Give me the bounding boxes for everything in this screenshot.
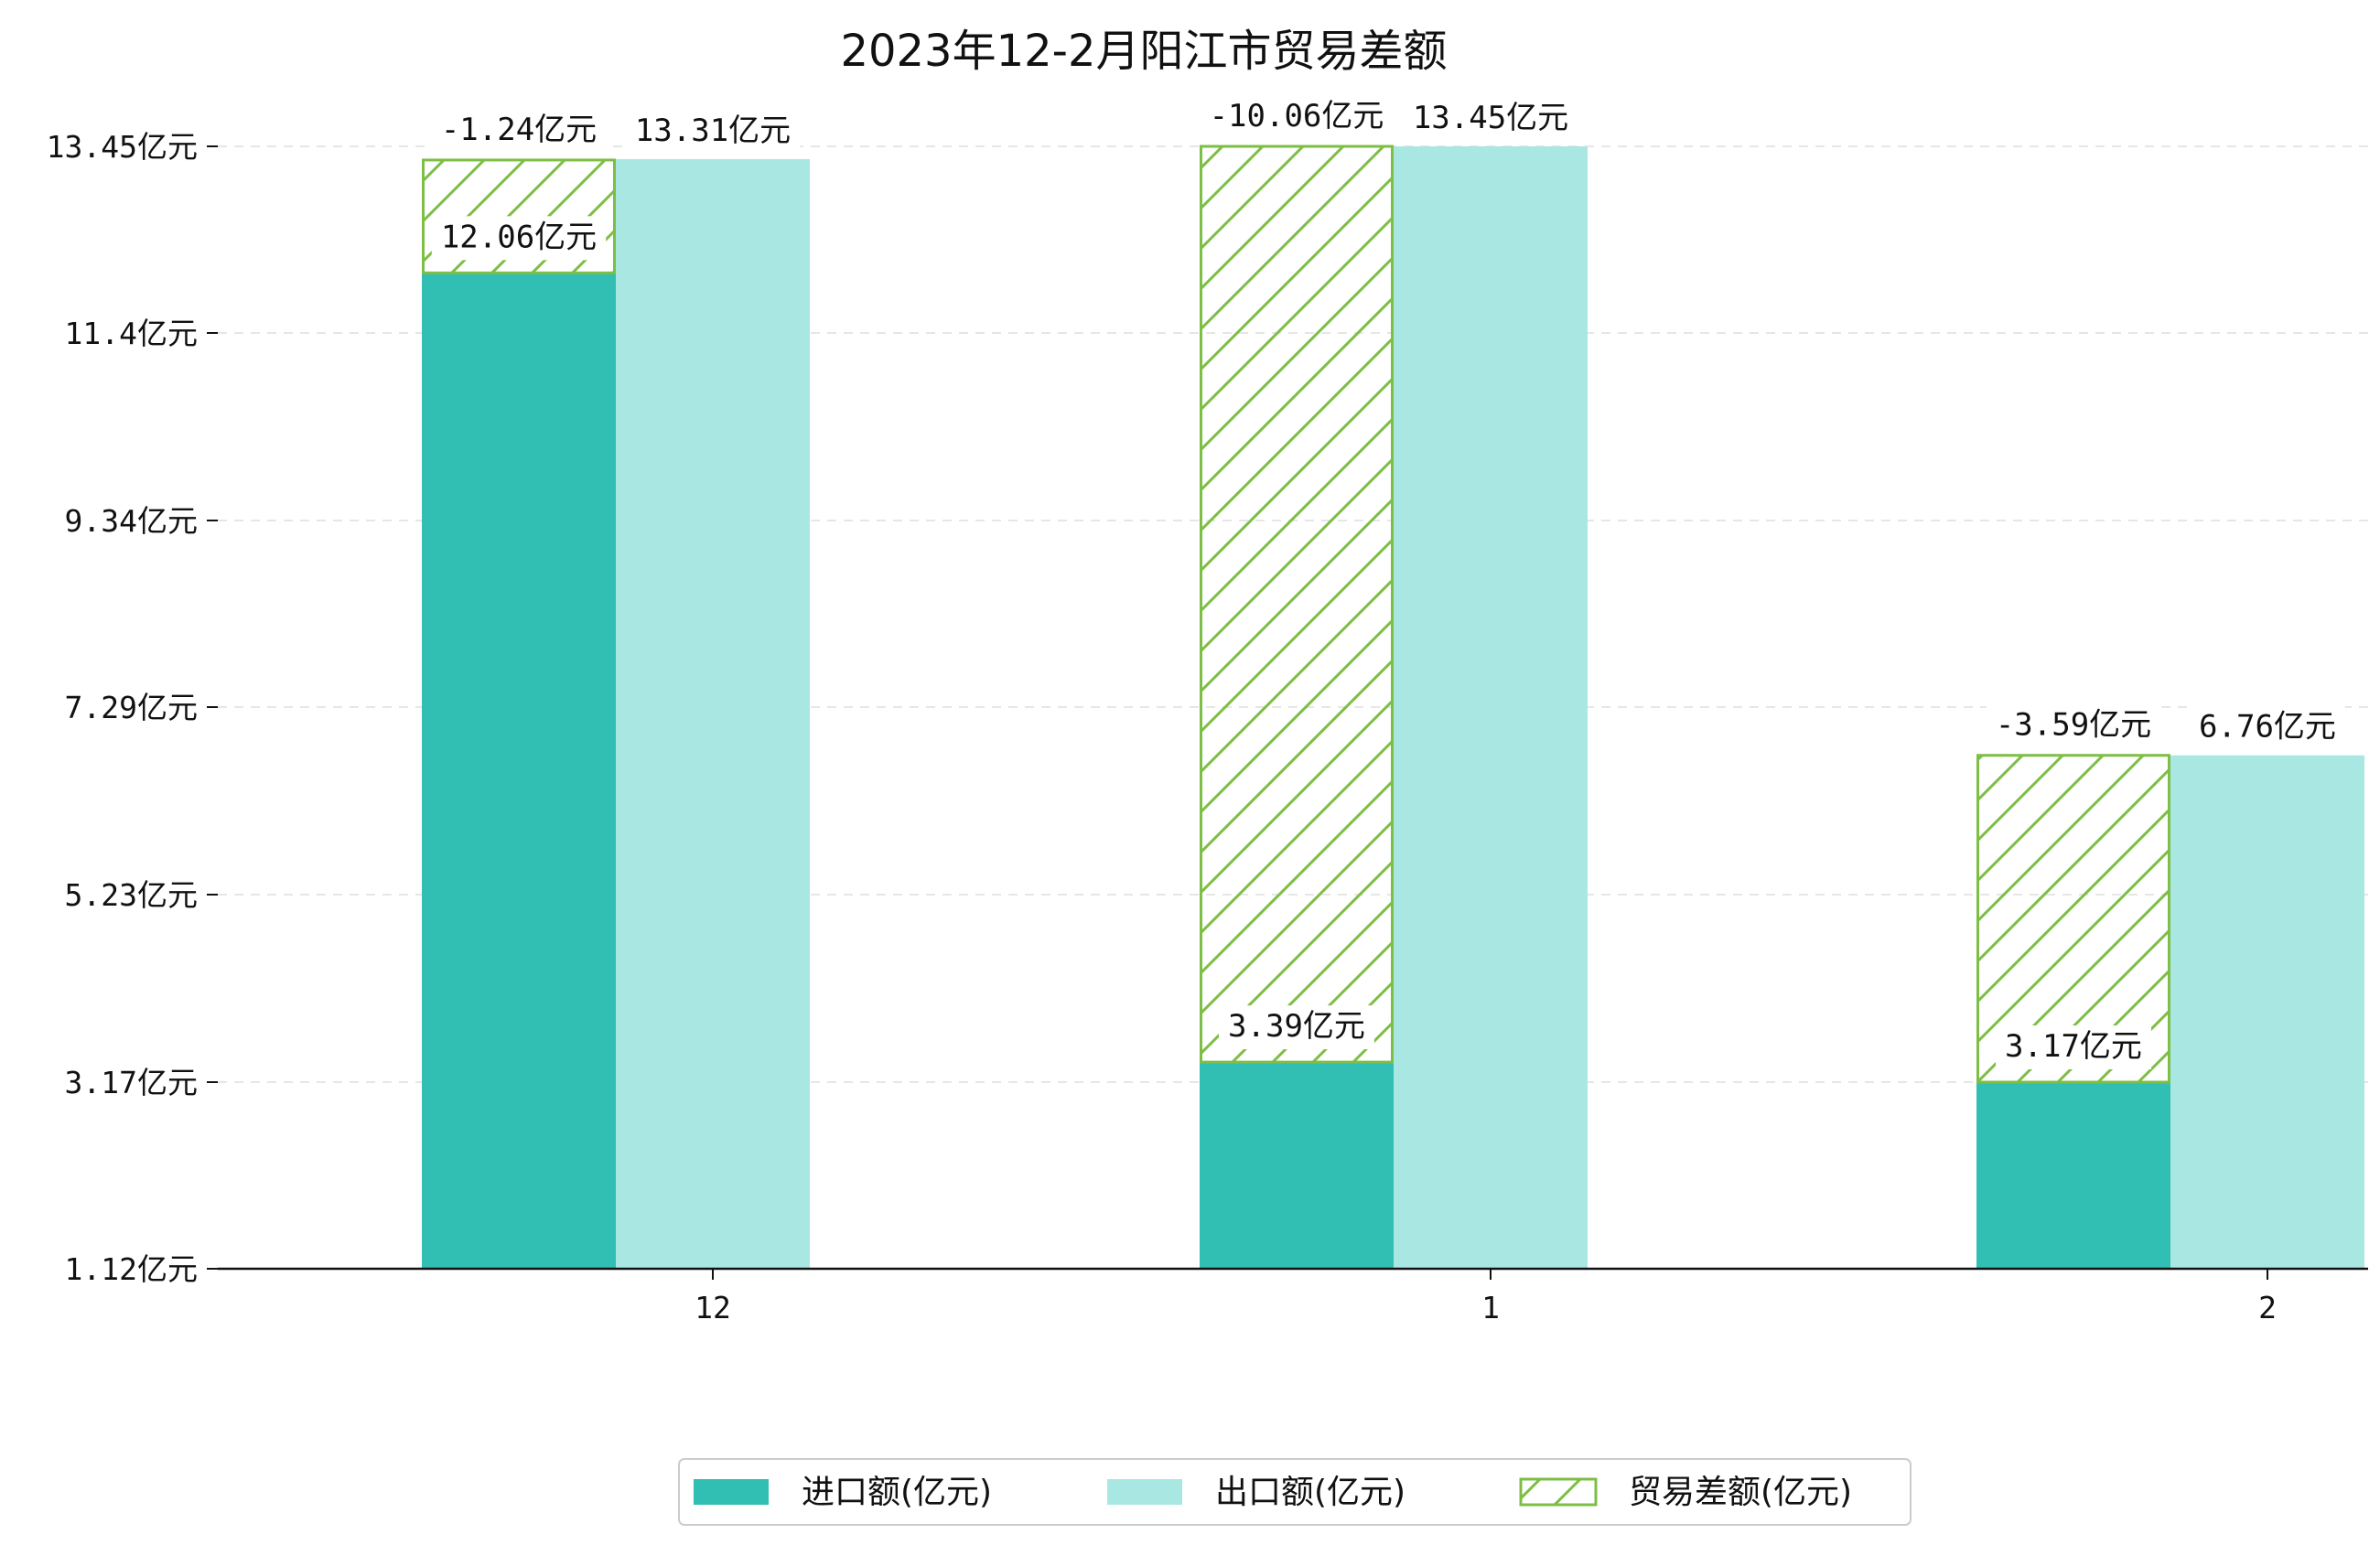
import-data-label: 3.17亿元 <box>2005 1028 2142 1065</box>
x-tick-label: 12 <box>695 1290 731 1325</box>
x-tick-label: 2 <box>2258 1290 2277 1325</box>
export-bar <box>1394 146 1588 1269</box>
bars <box>422 145 2364 1269</box>
balance-data-label: -3.59亿元 <box>1996 707 2151 744</box>
chart-title: 2023年12-2月阳江市贸易差额 <box>840 26 1447 77</box>
balance-data-label: -10.06亿元 <box>1210 98 1384 134</box>
y-tick-label: 13.45亿元 <box>47 129 198 165</box>
y-tick-label: 7.29亿元 <box>65 690 198 725</box>
legend-label-import: 进口额(亿元) <box>802 1474 992 1511</box>
x-tick-label: 1 <box>1481 1290 1500 1325</box>
y-tick-label: 1.12亿元 <box>65 1251 198 1287</box>
data-label-background <box>1219 1005 1374 1050</box>
legend-label-balance: 贸易差额(亿元) <box>1629 1474 1852 1511</box>
data-label-background <box>431 108 607 153</box>
legend-swatch-import <box>694 1479 769 1505</box>
y-tick-label: 11.4亿元 <box>65 316 198 351</box>
data-label-background <box>1986 703 2161 748</box>
legend[interactable]: 进口额(亿元) 出口额(亿元) 贸易差额(亿元) <box>678 1458 1912 1526</box>
y-tick-label: 3.17亿元 <box>65 1065 198 1100</box>
import-bar <box>1200 1062 1394 1269</box>
legend-swatch-export <box>1107 1479 1182 1505</box>
data-label-background <box>431 216 607 261</box>
y-tick-label: 9.34亿元 <box>65 503 198 539</box>
data-label-background <box>625 109 801 154</box>
data-label-background <box>1996 1025 2151 1069</box>
import-bar <box>1976 1081 2170 1269</box>
balance-bar <box>1200 145 1394 1064</box>
y-tick-label: 5.23亿元 <box>65 877 198 913</box>
data-label-background <box>2190 705 2345 750</box>
data-labels: 12.06亿元 13.31亿元 -1.24亿元 3.39亿元 13.45亿元 -10.06… <box>431 95 2345 1069</box>
export-data-label: 13.31亿元 <box>635 113 791 149</box>
data-label-background <box>1403 97 1578 141</box>
data-label-background <box>1200 95 1394 139</box>
export-data-label: 6.76亿元 <box>2199 709 2336 746</box>
import-bar <box>422 273 616 1269</box>
export-bar <box>616 158 810 1269</box>
axes: 1.12亿元 3.17亿元 5.23亿元 7.29亿元 9.34亿元 11.4亿元 13.4… <box>47 129 2368 1325</box>
export-data-label: 13.45亿元 <box>1413 100 1568 136</box>
import-data-label: 3.39亿元 <box>1228 1008 1365 1045</box>
legend-label-export: 出口额(亿元) <box>1215 1474 1405 1511</box>
legend-swatch-balance <box>1519 1477 1598 1507</box>
legend-box <box>678 1458 1912 1526</box>
import-data-label: 12.06亿元 <box>441 219 597 255</box>
balance-data-label: -1.24亿元 <box>441 112 597 148</box>
export-bar <box>2170 755 2364 1269</box>
